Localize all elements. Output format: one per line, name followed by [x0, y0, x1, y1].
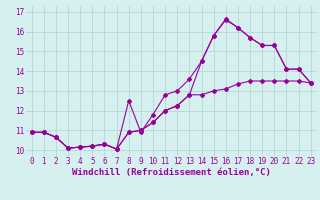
X-axis label: Windchill (Refroidissement éolien,°C): Windchill (Refroidissement éolien,°C)	[72, 168, 271, 177]
